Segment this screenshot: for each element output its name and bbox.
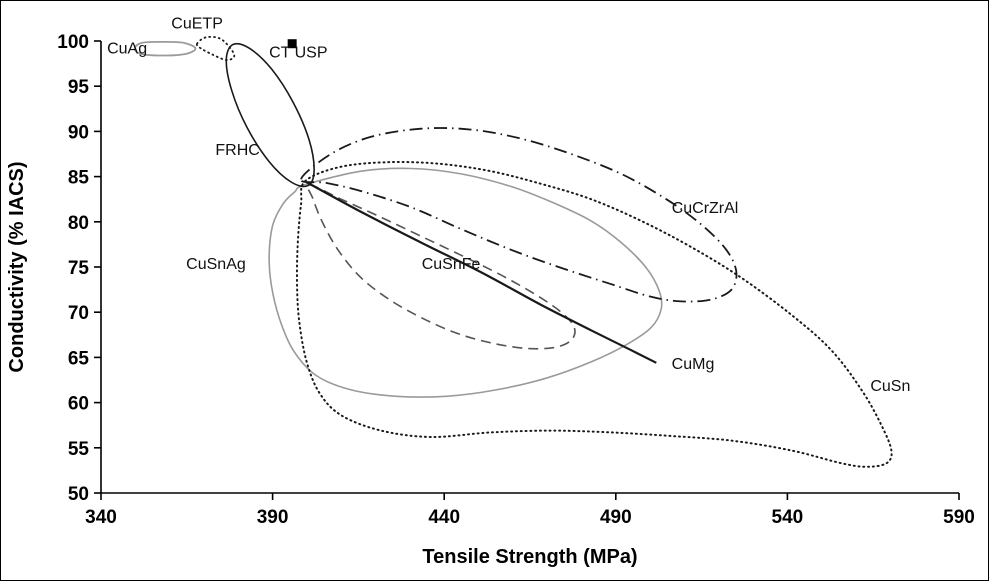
region-cuetp (195, 35, 236, 61)
x-tick-label: 440 (428, 507, 460, 528)
series-label-cusn: CuSn (870, 378, 910, 395)
y-tick-label: 95 (68, 77, 90, 98)
region-cucrzral (300, 127, 738, 303)
series-label-cumg: CuMg (672, 356, 715, 373)
x-tick-label: 490 (600, 507, 632, 528)
y-tick-label: 50 (68, 484, 89, 505)
x-tick-label: 390 (257, 507, 289, 528)
y-tick-label: 75 (68, 258, 90, 279)
y-tick-label: 60 (68, 394, 89, 415)
series-label-cusnag: CuSnAg (186, 256, 246, 273)
y-tick-label: 85 (68, 168, 90, 189)
y-tick-label: 80 (68, 213, 89, 234)
x-tick-label: 540 (772, 507, 804, 528)
region-frhc (225, 42, 315, 188)
y-tick-label: 55 (68, 439, 90, 460)
marker-ct-usp (287, 39, 297, 49)
series-label-frhc: FRHC (215, 142, 259, 159)
y-tick-label: 70 (68, 303, 89, 324)
x-tick-label: 590 (943, 507, 975, 528)
y-tick-label: 100 (57, 32, 89, 53)
series-label-cuag: CuAg (107, 41, 147, 58)
series-label-cusnfe: CuSnFe (422, 256, 481, 273)
series-label-cucrzral: CuCrZrAl (672, 200, 739, 217)
series-label-cuetp: CuETP (171, 15, 223, 32)
region-cuag (133, 40, 197, 57)
region-cumg (305, 181, 657, 364)
region-cusn (295, 161, 893, 468)
marker-label-ct-usp: CT USP (269, 44, 327, 61)
region-cusnfe (306, 183, 576, 350)
y-tick-label: 90 (68, 122, 89, 143)
y-axis-title: Conductivity (% IACS) (6, 161, 28, 373)
x-tick-label: 340 (85, 507, 117, 528)
region-cusnag (268, 167, 663, 398)
x-axis-title: Tensile Strength (MPa) (422, 546, 638, 568)
y-tick-label: 65 (68, 348, 90, 369)
